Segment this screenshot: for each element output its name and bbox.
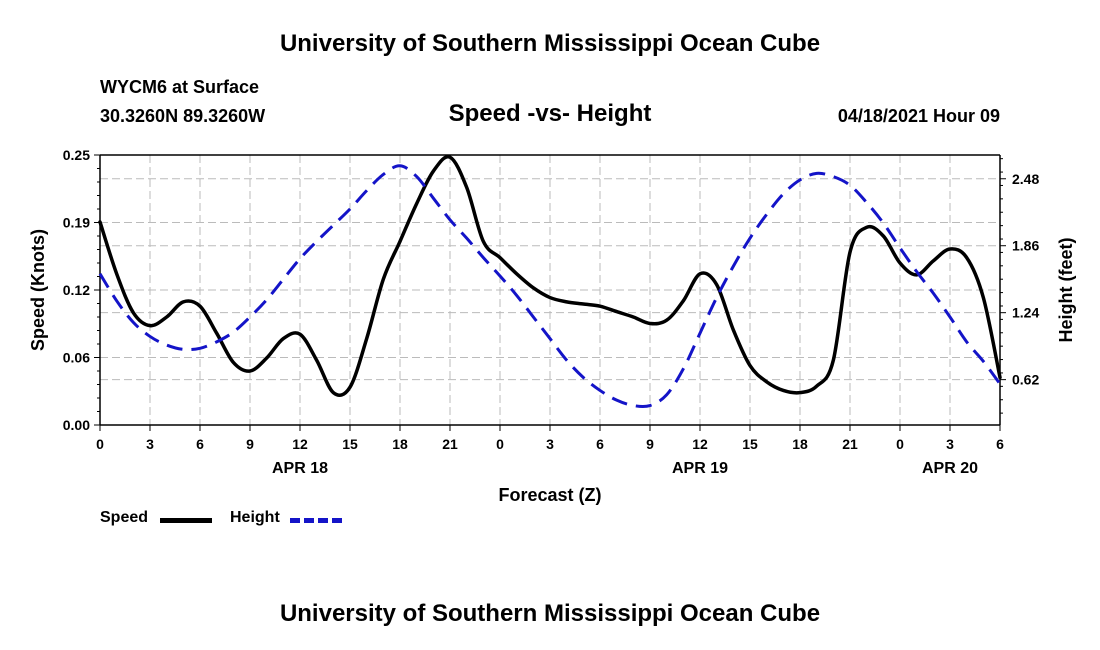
x-tick-label: 3: [946, 436, 954, 452]
x-tick-label: 15: [342, 436, 358, 452]
x-tick-label: 18: [792, 436, 808, 452]
x-tick-label: 3: [146, 436, 154, 452]
y-tick-label: 0.19: [63, 215, 90, 231]
footer-title: University of Southern Mississippi Ocean…: [279, 600, 821, 627]
legend-height-swatch: [290, 518, 342, 523]
y-tick-label: 0.25: [63, 147, 90, 163]
y2-tick-label: 1.86: [1012, 238, 1039, 254]
x-tick-label: 12: [692, 436, 708, 452]
legend-speed-swatch: [160, 518, 212, 523]
x-tick-label: 6: [596, 436, 604, 452]
y2-tick-label: 0.62: [1012, 372, 1039, 388]
x-tick-label: 0: [496, 436, 504, 452]
chart-subtitle: Speed -vs- Height: [448, 100, 652, 127]
y2-axis-title: Height (feet): [1056, 238, 1076, 343]
x-tick-label: 0: [96, 436, 104, 452]
legend-height-label: Height: [230, 509, 280, 526]
y2-tick-label: 2.48: [1012, 171, 1039, 187]
forecast-datetime: 04/18/2021 Hour 09: [837, 106, 1000, 126]
x-tick-label: 18: [392, 436, 408, 452]
x-tick-label: 0: [896, 436, 904, 452]
x-tick-label: 9: [246, 436, 254, 452]
y-tick-label: 0.06: [63, 350, 90, 366]
x-tick-label: 6: [196, 436, 204, 452]
y-tick-label: 0.00: [63, 417, 90, 433]
series-line-speed: [98, 154, 1002, 397]
x-day-label: APR 20: [922, 460, 978, 477]
chart-title: University of Southern Mississippi Ocean…: [279, 30, 821, 57]
y-axis-title: Speed (Knots): [28, 229, 48, 351]
x-axis-title: Forecast (Z): [498, 485, 601, 505]
y-tick-label: 0.12: [63, 282, 90, 298]
y2-tick-label: 1.24: [1012, 305, 1039, 321]
x-tick-label: 3: [546, 436, 554, 452]
x-tick-label: 21: [842, 436, 858, 452]
series-line-height: [98, 164, 1002, 409]
x-tick-label: 15: [742, 436, 758, 452]
x-tick-label: 6: [996, 436, 1004, 452]
x-tick-label: 9: [646, 436, 654, 452]
x-day-label: APR 18: [272, 460, 328, 477]
coordinates-label: 30.3260N 89.3260W: [100, 106, 266, 126]
x-tick-label: 12: [292, 436, 308, 452]
station-label: WYCM6 at Surface: [100, 77, 260, 97]
x-day-label: APR 19: [672, 460, 728, 477]
legend-speed-label: Speed: [100, 509, 149, 526]
x-tick-label: 21: [442, 436, 458, 452]
